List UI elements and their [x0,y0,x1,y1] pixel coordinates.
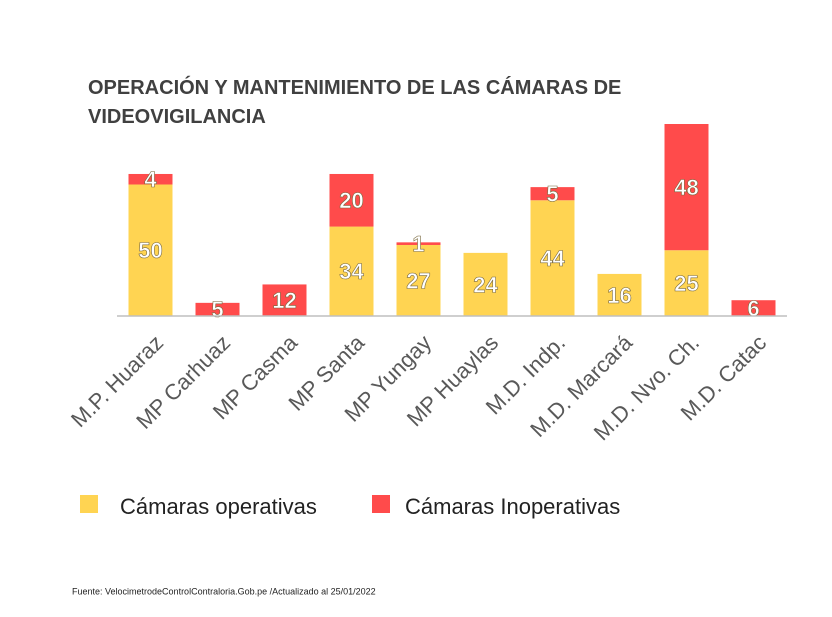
bar-segment [329,173,374,227]
data-label: 44 [540,246,565,271]
data-label: 5 [546,182,558,207]
data-label: 27 [406,268,430,293]
bar-segment [128,184,173,316]
data-label: 20 [339,188,363,213]
legend-label: Cámaras Inoperativas [405,494,620,519]
bar-segment [731,300,776,316]
data-label: 4 [144,167,157,192]
legend-swatch [80,495,98,513]
data-label: 16 [607,283,631,308]
bar-segment [530,200,575,316]
data-label: 50 [138,238,162,263]
data-label: 12 [272,288,296,313]
bar-segment [195,302,240,316]
bar-segment [597,273,642,316]
data-label: 5 [211,297,223,322]
legend-swatch [372,495,390,513]
data-label: 48 [674,175,698,200]
bar-segment [396,242,441,245]
bar-segment [262,284,307,316]
bar-segment [329,226,374,316]
data-label: 34 [339,259,364,284]
bar-segment [463,252,508,316]
legend-label: Cámaras operativas [120,494,317,519]
data-label: 6 [747,296,759,321]
bar-segment [530,187,575,201]
bar-segment [396,244,441,316]
bar-segment [128,173,173,185]
data-label: 25 [674,271,698,296]
data-label: 24 [473,272,498,297]
chart-title: OPERACIÓN Y MANTENIMIENTO DE LAS CÁMARAS… [88,77,622,128]
data-label: 1 [412,231,424,256]
bar-segment [664,124,709,251]
source-note: Fuente: VelocimetrodeControlContraloria.… [72,586,376,596]
bar-segment [664,250,709,316]
